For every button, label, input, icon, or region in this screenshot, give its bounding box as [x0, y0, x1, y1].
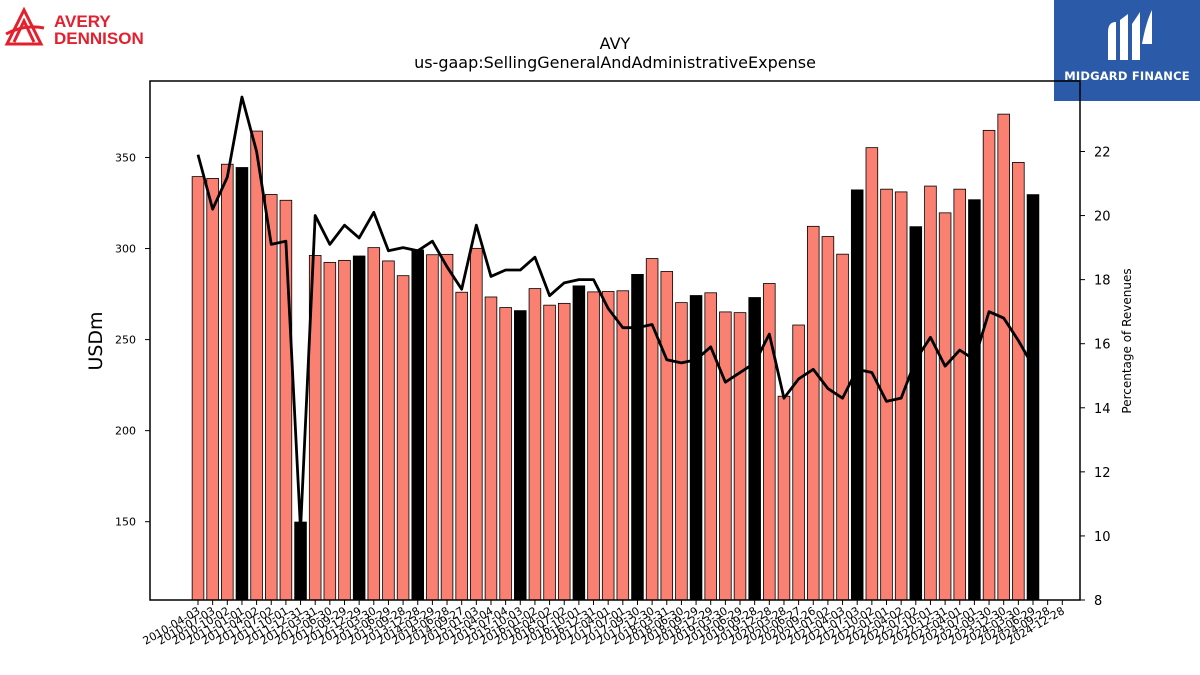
y2-tick-label: 20	[1094, 210, 1111, 225]
y-tick-label: 150	[115, 516, 136, 529]
logo-line-2: DENNISON	[54, 29, 144, 48]
bar	[850, 189, 864, 601]
bar	[938, 212, 952, 601]
bar	[675, 302, 688, 601]
bar	[382, 260, 395, 601]
bar	[1026, 194, 1040, 601]
y-axis-left: 150 200 250 300 350	[115, 151, 150, 529]
bar	[748, 297, 761, 601]
bar	[982, 129, 996, 601]
bar	[777, 395, 791, 601]
bar	[719, 311, 732, 601]
y-axis-label: USDm	[85, 311, 107, 370]
bar	[323, 261, 337, 601]
bar	[206, 178, 219, 601]
y-axis-right: 8 10 12 14 16 18 20 22	[1080, 145, 1111, 609]
bar	[836, 253, 849, 601]
bar-series	[191, 113, 1040, 601]
bar	[470, 247, 483, 601]
bar	[660, 271, 674, 601]
bar	[587, 291, 600, 601]
bar	[968, 199, 981, 601]
bar	[455, 291, 468, 601]
bar	[528, 288, 542, 601]
y2-tick-label: 14	[1094, 402, 1111, 417]
bar	[924, 185, 937, 601]
bar	[616, 290, 630, 601]
logo-line-1: AVERY	[54, 12, 111, 31]
bar	[264, 194, 278, 601]
midgard-finance-logo: MIDGARD FINANCE	[1054, 0, 1200, 101]
bar	[733, 312, 747, 601]
bar	[426, 254, 439, 601]
bar	[499, 307, 512, 601]
avery-dennison-mark-icon	[4, 6, 45, 46]
line-series	[196, 95, 1035, 531]
bar	[631, 273, 644, 601]
bar	[645, 258, 659, 601]
y2-tick-label: 8	[1094, 594, 1102, 609]
x-axis: 2010-04-032010-07-032010-10-022011-01-01…	[141, 600, 1067, 648]
bar	[704, 292, 717, 601]
y-tick-label: 350	[115, 151, 136, 164]
bar	[601, 291, 615, 601]
bar	[821, 236, 835, 601]
bar	[235, 167, 249, 601]
bar	[572, 285, 586, 601]
bar	[440, 253, 454, 601]
y2-tick-label: 16	[1094, 338, 1111, 353]
bar	[338, 259, 351, 601]
midgard-mark-icon	[1108, 10, 1152, 60]
y2-tick-label: 12	[1094, 466, 1111, 481]
percentage-line	[196, 95, 1035, 531]
y2-tick-label: 18	[1094, 274, 1111, 289]
bar	[221, 163, 234, 601]
bar	[953, 188, 967, 601]
plot-frame	[149, 80, 1081, 601]
bar	[997, 113, 1010, 601]
bar	[352, 255, 366, 601]
bar	[689, 295, 703, 601]
y2-axis-label: Percentage of Revenues	[1120, 268, 1134, 413]
y2-tick-label: 22	[1094, 145, 1111, 160]
bar	[367, 247, 381, 601]
bar	[484, 296, 498, 601]
bar	[909, 226, 923, 601]
bar	[557, 302, 571, 601]
midgard-brand-name: MIDGARD FINANCE	[1064, 69, 1190, 83]
chart-subtitle: us-gaap:SellingGeneralAndAdministrativeE…	[414, 53, 816, 72]
bar	[514, 310, 527, 601]
y2-tick-label: 10	[1094, 530, 1111, 545]
y-tick-label: 250	[115, 334, 136, 347]
y-tick-label: 300	[115, 243, 136, 256]
avery-dennison-logo: AVERY DENNISON	[4, 6, 144, 48]
y-tick-label: 200	[115, 425, 136, 438]
bar	[807, 225, 820, 601]
bar	[411, 249, 425, 601]
bar	[250, 130, 263, 601]
bar	[763, 283, 776, 601]
bar	[396, 275, 410, 601]
bar	[191, 176, 205, 601]
chart-title: AVY	[600, 34, 631, 53]
bar	[294, 521, 307, 601]
bar	[792, 324, 805, 601]
bar	[1012, 161, 1025, 601]
bar	[543, 304, 556, 601]
